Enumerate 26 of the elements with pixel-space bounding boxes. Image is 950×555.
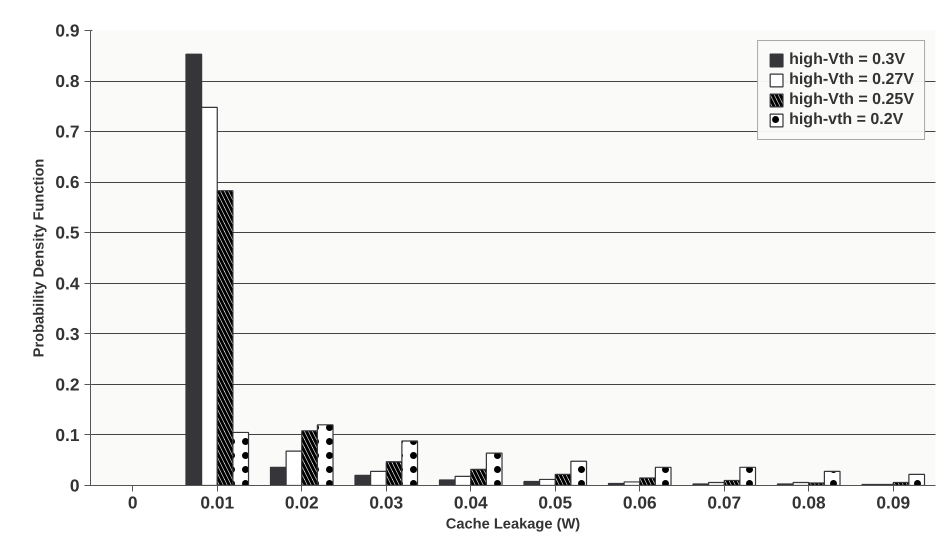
x-tick-label: 0.02: [284, 492, 319, 512]
x-tick-label: 0.03: [369, 492, 404, 512]
y-tick-label: 0: [70, 476, 80, 496]
x-tick-label: 0.05: [538, 492, 572, 512]
legend-label: high-Vth = 0.3V: [789, 51, 906, 69]
y-tick-label: 0.7: [55, 122, 80, 142]
y-tick-label: 0.9: [55, 20, 80, 40]
x-tick-label: 0: [128, 492, 138, 512]
legend-label: high-vth = 0.2V: [789, 111, 904, 129]
x-tick-label: 0.01: [200, 492, 234, 512]
y-axis-title: Probability Density Function: [31, 158, 48, 358]
y-tick-label: 0.6: [55, 172, 80, 192]
y-tick-label: 0.1: [55, 424, 80, 445]
x-tick-label: 0.06: [622, 492, 657, 512]
x-tick-label: 0.08: [792, 492, 826, 512]
x-tick-label: 0.07: [707, 492, 742, 512]
x-tick-label: 0.09: [876, 492, 910, 512]
legend-label: high-Vth = 0.25V: [789, 91, 914, 109]
x-axis-title: Cache Leakage (W): [446, 516, 580, 532]
x-tick-label: 0.04: [454, 492, 488, 512]
legend-label: high-Vth = 0.27V: [789, 71, 914, 89]
y-tick-label: 0.5: [55, 222, 80, 243]
y-tick-label: 0.2: [55, 374, 80, 394]
y-tick-label: 0.3: [55, 324, 80, 344]
y-tick-label: 0.4: [55, 273, 80, 294]
y-tick-label: 0.8: [55, 71, 80, 92]
